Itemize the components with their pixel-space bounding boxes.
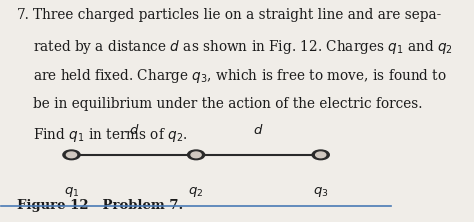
Circle shape <box>66 152 76 158</box>
Circle shape <box>63 150 80 160</box>
Text: are held fixed. Charge $q_3$, which is free to move, is found to: are held fixed. Charge $q_3$, which is f… <box>33 67 447 85</box>
Text: $q_3$: $q_3$ <box>313 185 328 199</box>
Circle shape <box>312 150 329 160</box>
Text: Find $q_1$ in terms of $q_2$.: Find $q_1$ in terms of $q_2$. <box>33 126 187 144</box>
Text: $d$: $d$ <box>253 123 264 137</box>
Circle shape <box>188 150 205 160</box>
Text: Figure 12   Problem 7.: Figure 12 Problem 7. <box>17 199 183 212</box>
Text: be in equilibrium under the action of the electric forces.: be in equilibrium under the action of th… <box>33 97 422 111</box>
Text: $q_1$: $q_1$ <box>64 185 79 199</box>
Text: Three charged particles lie on a straight line and are sepa-: Three charged particles lie on a straigh… <box>33 8 441 22</box>
Circle shape <box>191 152 201 158</box>
Text: rated by a distance $d$ as shown in Fig. 12. Charges $q_1$ and $q_2$: rated by a distance $d$ as shown in Fig.… <box>33 38 452 56</box>
Text: $d$: $d$ <box>128 123 139 137</box>
Circle shape <box>316 152 326 158</box>
Text: 7.: 7. <box>17 8 30 22</box>
Text: $q_2$: $q_2$ <box>189 185 204 199</box>
